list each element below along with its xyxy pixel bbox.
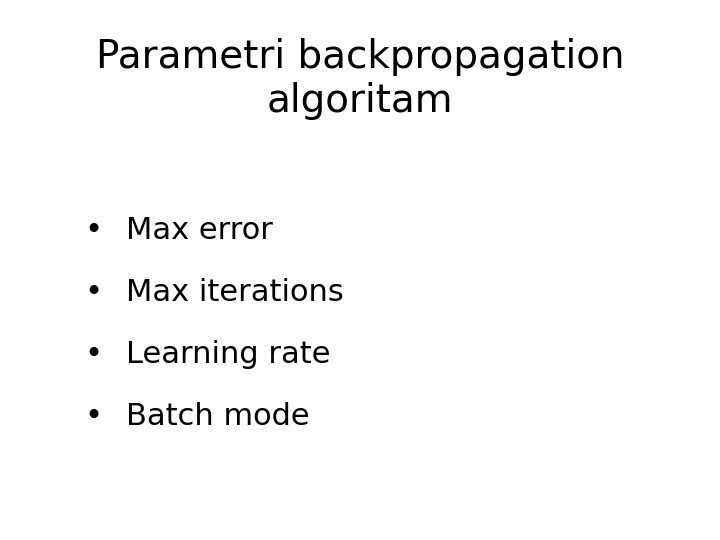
Text: •: • [84,278,103,307]
Text: Max error: Max error [126,216,273,245]
Text: Learning rate: Learning rate [126,340,330,369]
Text: •: • [84,402,103,431]
Text: Batch mode: Batch mode [126,402,310,431]
Text: •: • [84,216,103,245]
Text: Max iterations: Max iterations [126,278,343,307]
Text: •: • [84,340,103,369]
Text: Parametri backpropagation
algoritam: Parametri backpropagation algoritam [96,38,624,120]
